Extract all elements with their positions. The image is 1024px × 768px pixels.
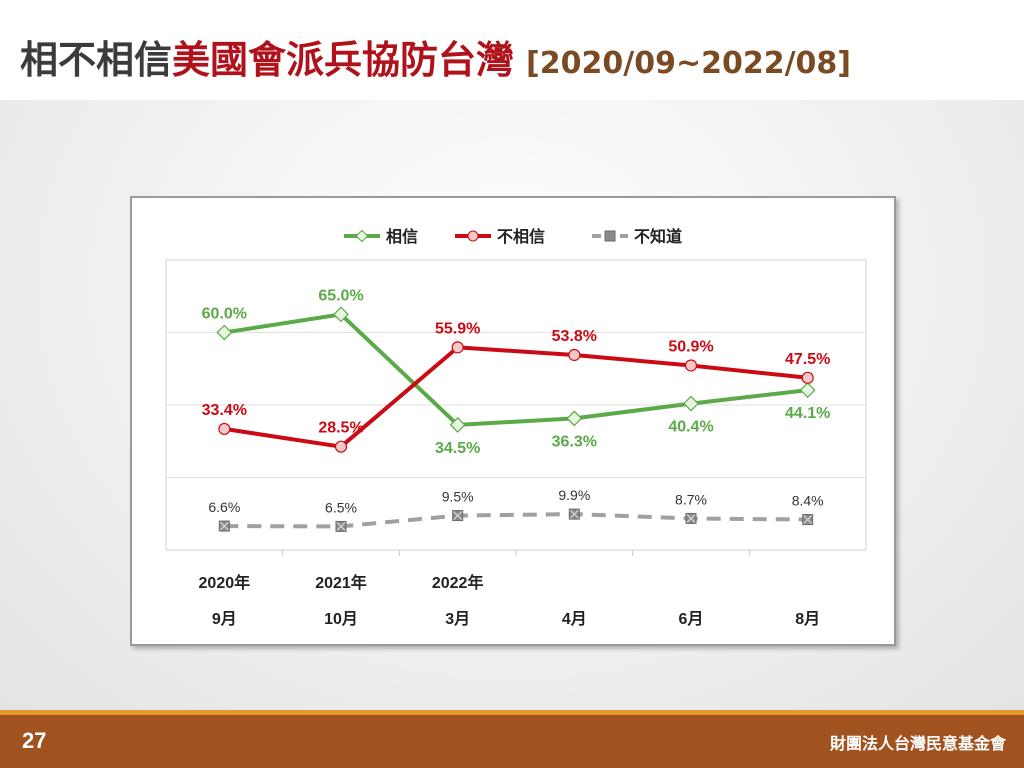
data-point-unknown-cross: [336, 522, 346, 531]
chart-frame: 2020年 9月 2021年 10月 2022年 3月 4月 6月 8月 60.0% 65.0% 34…: [130, 196, 896, 646]
legend-label: 相信: [386, 227, 418, 246]
data-point-unknown-cross: [803, 515, 813, 524]
footer-bar: 27 財團法人台灣民意基金會: [0, 710, 1024, 768]
series-line-0: [223, 312, 808, 427]
page-number: 27: [22, 728, 47, 753]
data-label: 47.5%: [785, 351, 830, 368]
data-point-believe: [449, 417, 466, 433]
data-point-disbelieve: [801, 371, 814, 384]
data-label: 33.4%: [202, 402, 247, 419]
data-point-disbelieve: [684, 359, 698, 372]
data-label: 44.1%: [785, 405, 830, 422]
legend-marker: [467, 230, 479, 242]
data-label: 53.8%: [552, 328, 597, 345]
data-point-unknown-cross: [219, 521, 229, 531]
data-point-believe: [216, 324, 233, 341]
x-tick-month-label: 4月: [562, 610, 587, 628]
x-tick-year-label: 2020年: [199, 573, 251, 592]
data-label: 50.9%: [668, 338, 713, 355]
data-point-disbelieve: [568, 348, 581, 362]
title-part1: 相不相信: [20, 38, 173, 82]
data-label: 65.0%: [318, 287, 363, 304]
data-label: 36.3%: [552, 433, 597, 450]
data-point-believe: [566, 410, 583, 427]
data-label: 40.4%: [668, 419, 713, 436]
x-tick-month-label: 10月: [324, 610, 358, 628]
data-label: 8.7%: [675, 491, 707, 507]
data-label: 34.5%: [435, 440, 480, 457]
line-chart: 2020年 9月 2021年 10月 2022年 3月 4月 6月 8月 60.0% 65.0% 34…: [165, 227, 867, 628]
data-point-believe: [799, 382, 816, 399]
title-date-range: [2020/09~2022/08]: [526, 46, 851, 81]
series-line-2: [224, 512, 808, 529]
data-point-unknown-cross: [686, 514, 696, 523]
x-tick-year-label: 2021年: [315, 573, 367, 592]
data-label: 55.9%: [435, 320, 480, 337]
legend-label: 不知道: [634, 227, 682, 246]
legend-label: 不相信: [497, 227, 545, 246]
data-label: 6.6%: [208, 499, 240, 515]
x-tick-month-label: 9月: [212, 610, 237, 628]
x-tick-month-label: 8月: [795, 610, 820, 628]
data-point-believe: [683, 395, 699, 412]
data-point-disbelieve: [334, 440, 348, 453]
legend-marker: [355, 229, 369, 243]
series-line-1: [223, 345, 808, 449]
data-label: 28.5%: [318, 420, 363, 437]
legend-marker: [604, 230, 616, 242]
data-label: 60.0%: [202, 306, 247, 323]
footer-stripe: [0, 710, 1024, 715]
data-point-unknown-cross: [569, 509, 579, 519]
data-point-disbelieve: [218, 422, 231, 436]
title-part2: 美國會派兵協防台灣: [172, 38, 515, 82]
slide-title: 相不相信美國會派兵協防台灣 [2020/09~2022/08]: [20, 30, 851, 90]
x-tick-month-label: 6月: [679, 610, 704, 628]
x-tick-month-label: 3月: [445, 610, 470, 628]
x-tick-year-label: 2022年: [432, 573, 484, 592]
data-point-disbelieve: [451, 341, 464, 354]
data-label: 8.4%: [792, 493, 824, 509]
data-label: 9.5%: [442, 489, 474, 505]
data-point-believe: [333, 306, 349, 323]
organization-name: 財團法人台灣民意基金會: [829, 734, 1006, 753]
data-point-unknown-cross: [453, 511, 463, 520]
data-label: 9.9%: [558, 487, 590, 503]
data-label: 6.5%: [325, 499, 357, 515]
